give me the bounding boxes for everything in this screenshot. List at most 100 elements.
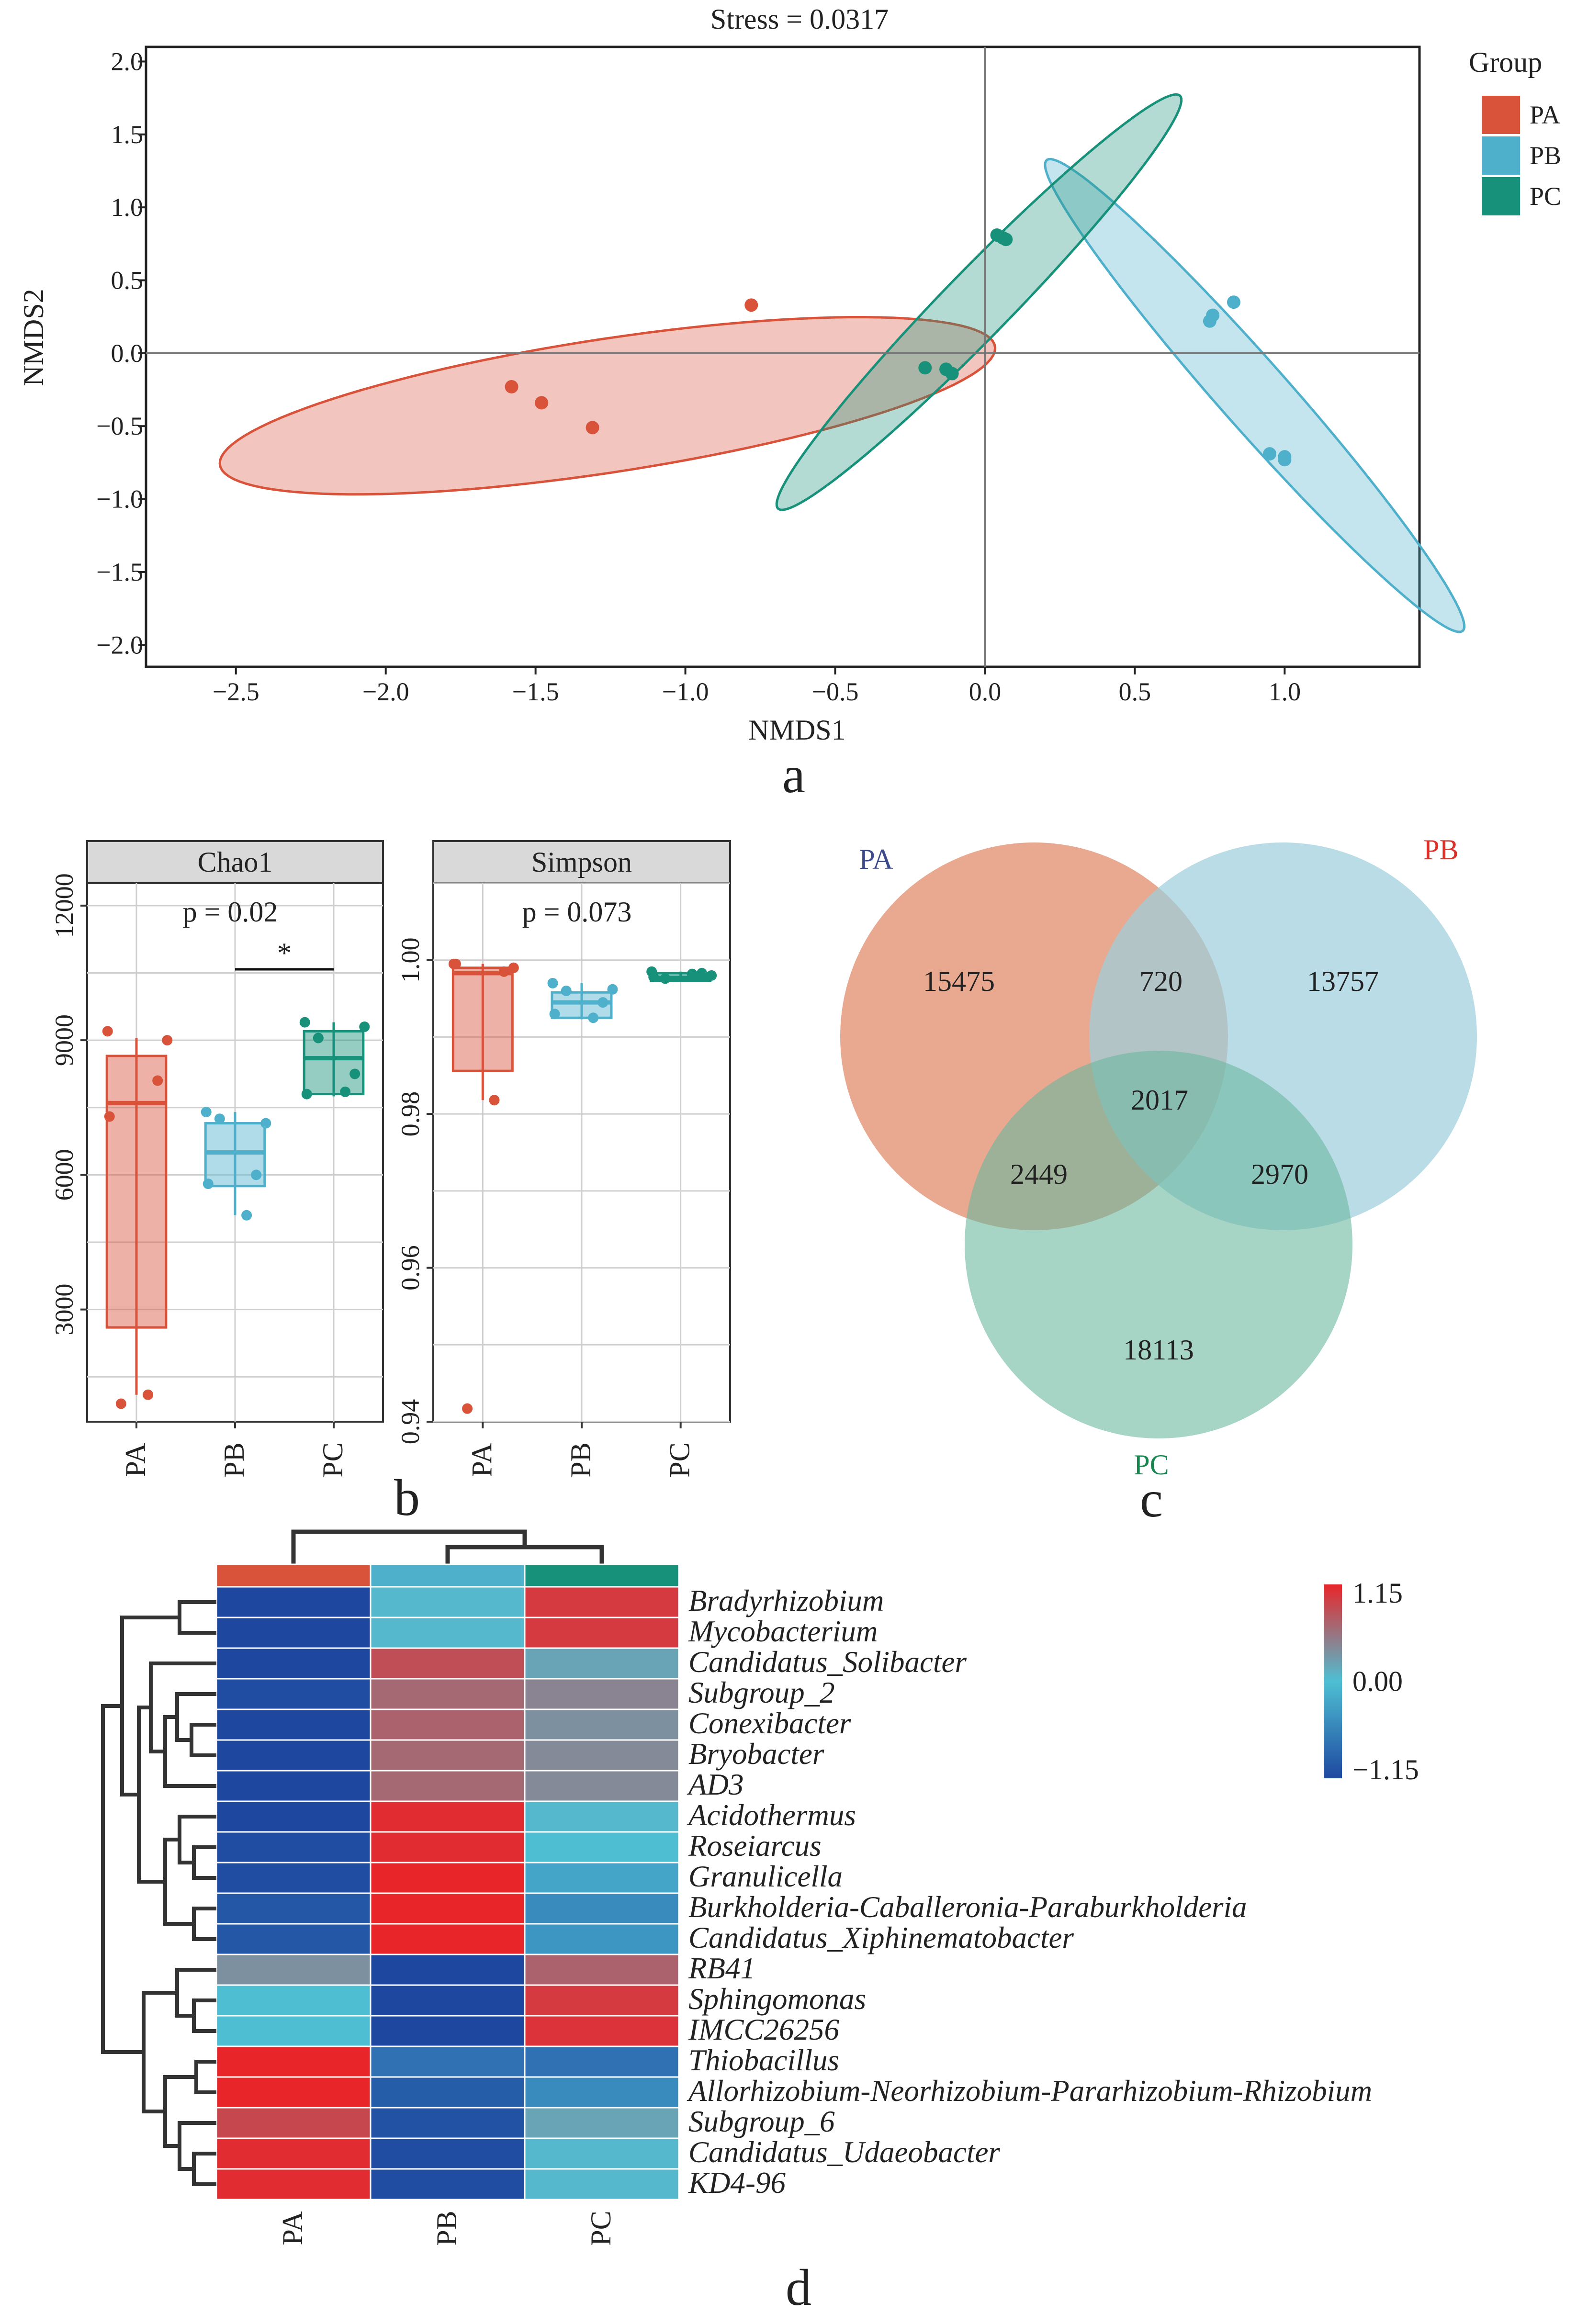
venn-count-pa-pb: 720: [1139, 966, 1183, 997]
y-tick-label: 9000: [50, 1014, 79, 1066]
dendro-acido-join: [178, 1815, 216, 1864]
x-category-label: PB: [218, 1442, 250, 1477]
nmds-legend: Group PA PB PC: [1469, 46, 1561, 215]
x-tick-label: −2.5: [213, 677, 259, 706]
obs-point-PC: [340, 1086, 351, 1097]
point-PA-3: [535, 396, 549, 410]
dendro-branch-pa: [291, 1529, 527, 1564]
heat-cell-Burkholderia-Caballeronia-Paraburkholderia-PB: [370, 1892, 526, 1925]
row-label: IMCC26256: [688, 2013, 840, 2046]
obs-point-PB: [203, 1179, 214, 1190]
panel-b-alpha-diversity: Chao1 3000 6000 9000 12000 PA PB PC p = 0.02 * Si…: [50, 840, 731, 1527]
obs-point-PC: [687, 968, 698, 979]
x-tick-label: 0.5: [1119, 677, 1151, 706]
y-tick-label: 3000: [50, 1284, 79, 1336]
heat-cell-Bradyrhizobium-PA: [215, 1586, 372, 1618]
heat-cell-Thiobacillus-PA: [215, 2045, 372, 2078]
y-tick-label: 1.0: [111, 193, 144, 222]
point-PA-2: [505, 380, 518, 393]
row-label: Bradyrhizobium: [688, 1584, 884, 1617]
x-category-label: PC: [664, 1442, 696, 1477]
heat-cell-KD4-96-PA: [215, 2168, 372, 2201]
obs-point-PA: [498, 966, 509, 977]
row-label: Subgroup_6: [688, 2105, 835, 2138]
heat-cell-Granulicella-PC: [524, 1862, 680, 1894]
box-PA: [105, 1055, 168, 1329]
p-value-annotation: p = 0.02: [183, 896, 278, 928]
panel-label-c: c: [1140, 1471, 1163, 1528]
heatmap-cells: [215, 1586, 680, 2201]
heat-cell-Allorhizobium-Neorhizobium-Pararhizobium-Rhizobium-PA: [215, 2076, 372, 2109]
y-tick-label: 12000: [50, 873, 79, 938]
venn-count-pb-only: 13757: [1307, 966, 1379, 997]
panel-c-venn: PA PB PC 15475 720 13757 2017 2449 2970 …: [840, 834, 1477, 1528]
y-tick-label: −2.0: [96, 630, 143, 659]
venn-count-pa-pc: 2449: [1010, 1158, 1068, 1190]
point-PB-4: [1263, 447, 1277, 461]
heat-cell-Bryobacter-PA: [215, 1739, 372, 1772]
y-tick-label: 0.94: [396, 1399, 425, 1445]
heat-cell-AD3-PA: [215, 1770, 372, 1802]
row-label: Roseiarcus: [688, 1829, 822, 1863]
obs-point-PB: [561, 986, 572, 996]
heat-cell-KD4-96-PC: [524, 2168, 680, 2201]
heat-cell-Candidatus_Udaeobacter-PB: [370, 2137, 526, 2170]
heat-cell-RB41-PB: [370, 1954, 526, 1986]
heat-cell-Candidatus_Udaeobacter-PA: [215, 2137, 372, 2170]
obs-point-PB: [607, 984, 618, 995]
heat-cell-AD3-PB: [370, 1770, 526, 1802]
y-tick-label: −1.0: [96, 485, 143, 514]
ellipse-PB: [1044, 157, 1465, 633]
heat-cell-Roseiarcus-PB: [370, 1831, 526, 1864]
obs-point-PC: [696, 968, 707, 979]
nmds-stress-title: Stress = 0.0317: [710, 3, 889, 35]
obs-point-PA: [450, 958, 461, 969]
venn-count-all: 2017: [1131, 1084, 1188, 1116]
row-label: Candidatus_Xiphinematobacter: [688, 1921, 1074, 1954]
point-PC-6: [945, 367, 959, 381]
heat-cell-Candidatus_Solibacter-PC: [524, 1647, 680, 1680]
heat-cell-Bradyrhizobium-PB: [370, 1586, 526, 1618]
dendro-thio-allo: [194, 2060, 216, 2094]
panel-label-b: b: [394, 1470, 420, 1527]
box-PA: [451, 966, 514, 1072]
venn-count-pc-only: 18113: [1123, 1334, 1194, 1366]
x-category-label: PA: [466, 1443, 497, 1477]
ellipse-PA: [218, 316, 997, 496]
heat-cell-Burkholderia-Caballeronia-Paraburkholderia-PC: [524, 1892, 680, 1925]
row-label: RB41: [688, 1952, 755, 1985]
heat-cell-KD4-96-PB: [370, 2168, 526, 2201]
heat-cell-Subgroup_2-PB: [370, 1678, 526, 1710]
colorbar-tick-label: −1.15: [1352, 1754, 1419, 1785]
heat-cell-Granulicella-PA: [215, 1862, 372, 1894]
heat-cell-Conexibacter-PC: [524, 1708, 680, 1741]
row-label: Conexibacter: [688, 1707, 851, 1740]
heat-cell-Bryobacter-PB: [370, 1739, 526, 1772]
heat-cell-IMCC26256-PC: [524, 2015, 680, 2047]
significance-star: *: [277, 937, 292, 969]
row-label: Candidatus_Udaeobacter: [688, 2135, 1000, 2169]
obs-point-PA: [508, 962, 519, 973]
dendro-sub2-join: [175, 1692, 216, 1742]
heat-cell-Mycobacterium-PB: [370, 1617, 526, 1649]
row-label: KD4-96: [688, 2166, 786, 2200]
row-label: Burkholderia-Caballeronia-Paraburkholder…: [688, 1890, 1247, 1924]
heat-cell-Allorhizobium-Neorhizobium-Pararhizobium-Rhizobium-PC: [524, 2076, 680, 2109]
nmds-y-ticks: 2.0 1.5 1.0 0.5 0.0 −0.5 −1.0 −1.5 −2.0: [96, 47, 146, 659]
point-PB-3: [1227, 295, 1240, 309]
facet-title: Simpson: [531, 846, 632, 878]
obs-point-PC: [660, 973, 671, 984]
row-label: Acidothermus: [687, 1798, 856, 1832]
dendro-burk-xiph: [192, 1907, 216, 1941]
dendro-bottom-cluster: [142, 1991, 177, 2113]
obs-point-PA: [143, 1389, 154, 1400]
heat-cell-Thiobacillus-PB: [370, 2045, 526, 2078]
venn-label-PC: PC: [1134, 1449, 1169, 1481]
venn-label-PA: PA: [859, 843, 893, 875]
obs-point-PB: [214, 1113, 225, 1124]
dendro-rosei-granu: [192, 1845, 216, 1880]
dendro-conex-bryo: [190, 1723, 216, 1757]
column-dendrogram: [291, 1529, 604, 1564]
colorbar-gradient: [1324, 1584, 1342, 1778]
heat-cell-Candidatus_Xiphinematobacter-PC: [524, 1923, 680, 1955]
